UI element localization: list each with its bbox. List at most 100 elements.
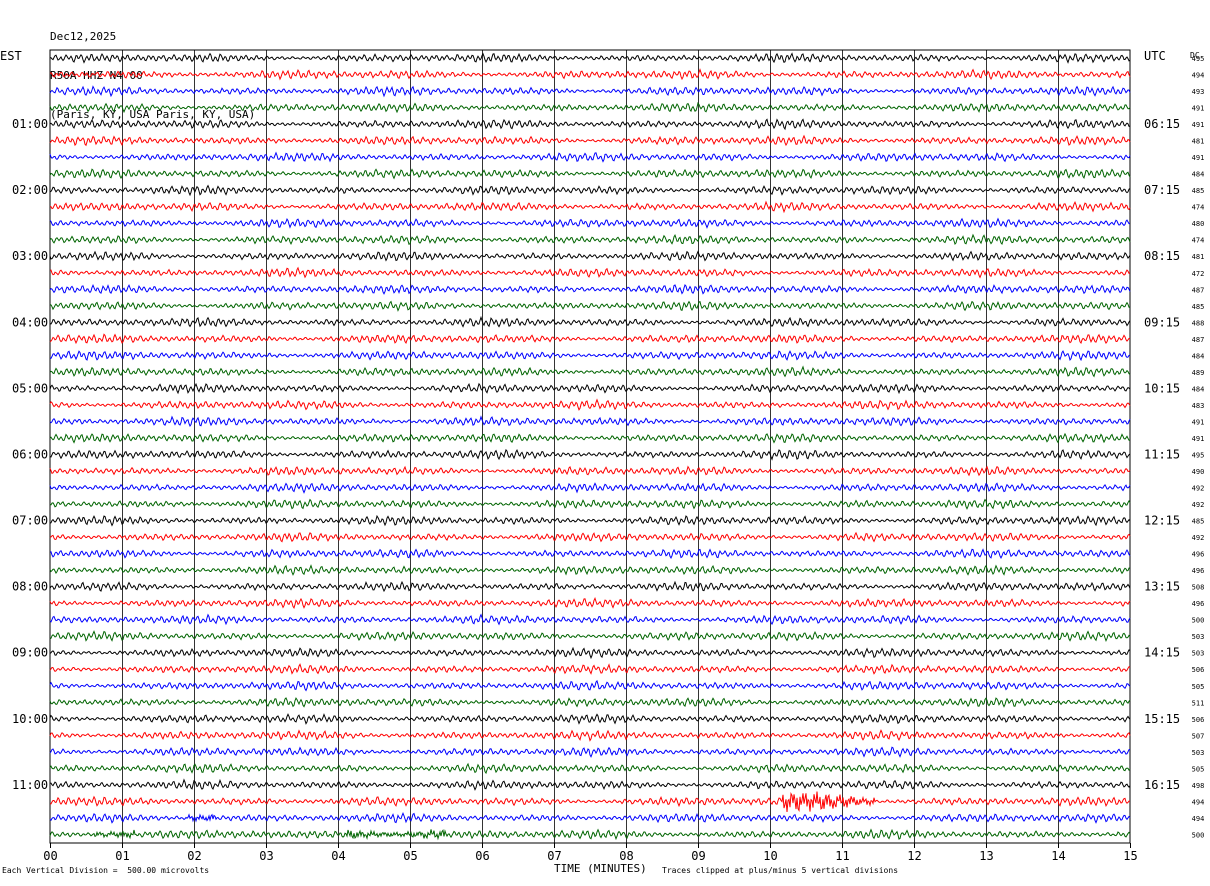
trace-line bbox=[49, 597, 1131, 609]
trace-line bbox=[49, 729, 1131, 742]
trace-line bbox=[49, 398, 1131, 411]
dc-offset-label: 485 bbox=[1192, 303, 1205, 311]
trace-line bbox=[49, 333, 1131, 345]
trace-line bbox=[49, 465, 1131, 477]
dc-offset-label: 495 bbox=[1192, 55, 1205, 63]
trace-line bbox=[49, 300, 1131, 312]
dc-header-label: DC bbox=[1190, 51, 1200, 60]
trace-line bbox=[49, 184, 1131, 197]
trace-line bbox=[50, 52, 1131, 64]
dc-offset-label: 481 bbox=[1192, 138, 1205, 146]
trace-line bbox=[49, 217, 1131, 229]
dc-offset-label: 500 bbox=[1192, 617, 1205, 625]
dc-offset-label: 491 bbox=[1192, 435, 1205, 443]
hour-label-est: 06:00 bbox=[12, 447, 48, 461]
axis-labels: 00 01 02 03 04 05 06 07 08 09 10 11 12 13 14 15 495 494 49… bbox=[0, 49, 1204, 863]
dc-offset-label: 503 bbox=[1192, 650, 1205, 658]
trace-line bbox=[49, 85, 1131, 98]
dc-offset-label: 511 bbox=[1192, 699, 1205, 707]
dc-offset-label: 474 bbox=[1192, 237, 1205, 245]
dc-offset-label: 484 bbox=[1192, 352, 1205, 360]
trace-line bbox=[49, 283, 1131, 295]
trace-line bbox=[49, 580, 1131, 593]
hour-label-utc: 09:15 bbox=[1144, 315, 1180, 329]
dc-offset-label: 498 bbox=[1192, 782, 1205, 790]
trace-line bbox=[49, 365, 1131, 378]
dc-offset-label: 489 bbox=[1192, 369, 1205, 377]
dc-offset-label: 503 bbox=[1192, 749, 1205, 757]
trace-line bbox=[49, 168, 1131, 180]
dc-offset-label: 481 bbox=[1192, 253, 1205, 261]
dc-offset-label: 507 bbox=[1192, 732, 1205, 740]
trace-line bbox=[49, 134, 1131, 147]
clip-note: Traces clipped at plus/minus 5 vertical … bbox=[662, 866, 899, 875]
dc-offset-label: 480 bbox=[1192, 220, 1205, 228]
dc-offset-label: 506 bbox=[1192, 716, 1205, 724]
x-tick-label: 08 bbox=[619, 849, 633, 863]
hour-label-est: 02:00 bbox=[12, 183, 48, 197]
dc-offset-label: 496 bbox=[1192, 567, 1205, 575]
x-tick-label: 07 bbox=[547, 849, 561, 863]
plot-frame bbox=[49, 49, 1131, 844]
trace-line bbox=[49, 514, 1131, 527]
hour-label-utc: 13:15 bbox=[1144, 580, 1180, 594]
seismic-traces bbox=[49, 52, 1131, 841]
trace-line bbox=[49, 812, 1131, 824]
dc-offset-label: 505 bbox=[1192, 765, 1205, 773]
dc-offset-label: 505 bbox=[1192, 683, 1205, 691]
hour-label-est: 05:00 bbox=[12, 381, 48, 395]
dc-offset-label: 500 bbox=[1192, 831, 1205, 839]
trace-line bbox=[49, 548, 1131, 560]
dc-offset-label: 492 bbox=[1192, 534, 1205, 542]
date-label: Dec12,2025 bbox=[50, 30, 117, 43]
dc-offset-label: 506 bbox=[1192, 666, 1205, 674]
dc-offset-label: 484 bbox=[1192, 385, 1205, 393]
trace-line bbox=[49, 250, 1131, 262]
x-tick-label: 14 bbox=[1051, 849, 1065, 863]
dc-offset-label: 491 bbox=[1192, 418, 1205, 426]
x-tick-label: 02 bbox=[187, 849, 201, 863]
hour-label-utc: 06:15 bbox=[1144, 117, 1180, 131]
dc-offset-label: 472 bbox=[1192, 270, 1205, 278]
hour-label-utc: 07:15 bbox=[1144, 183, 1180, 197]
trace-line bbox=[49, 791, 1131, 813]
dc-offset-label: 496 bbox=[1192, 600, 1205, 608]
trace-line bbox=[49, 630, 1131, 643]
dc-offset-label: 494 bbox=[1192, 798, 1205, 806]
trace-line bbox=[49, 382, 1131, 395]
trace-line bbox=[49, 315, 1131, 328]
hour-label-est: 07:00 bbox=[12, 514, 48, 528]
x-tick-label: 03 bbox=[259, 849, 273, 863]
grid-lines bbox=[49, 49, 1131, 848]
dc-offset-label: 488 bbox=[1192, 319, 1205, 327]
hour-label-est: 01:00 bbox=[12, 117, 48, 131]
hour-label-utc: 16:15 bbox=[1144, 778, 1180, 792]
trace-line bbox=[49, 531, 1131, 543]
x-tick-label: 13 bbox=[979, 849, 993, 863]
x-tick-label: 11 bbox=[835, 849, 849, 863]
hour-label-utc: 11:15 bbox=[1144, 447, 1180, 461]
hour-label-utc: 10:15 bbox=[1144, 381, 1180, 395]
trace-line bbox=[49, 713, 1131, 725]
dc-offset-label: 485 bbox=[1192, 187, 1205, 195]
trace-line bbox=[49, 118, 1131, 131]
trace-line bbox=[49, 697, 1131, 708]
trace-line bbox=[49, 415, 1131, 427]
trace-line bbox=[49, 448, 1131, 461]
hour-label-est: 08:00 bbox=[12, 580, 48, 594]
trace-line bbox=[49, 778, 1131, 791]
x-tick-label: 00 bbox=[43, 849, 57, 863]
trace-line bbox=[49, 200, 1131, 214]
trace-line bbox=[49, 233, 1131, 246]
x-tick-label: 10 bbox=[763, 849, 777, 863]
scale-note: Each Vertical Division = 500.00 microvol… bbox=[2, 866, 210, 875]
hour-label-utc: 12:15 bbox=[1144, 514, 1180, 528]
dc-offset-label: 492 bbox=[1192, 501, 1205, 509]
trace-line bbox=[49, 482, 1131, 494]
trace-line bbox=[49, 564, 1131, 576]
hour-label-est: 10:00 bbox=[12, 712, 48, 726]
hour-label-est: 03:00 bbox=[12, 249, 48, 263]
x-tick-label: 09 bbox=[691, 849, 705, 863]
trace-line bbox=[49, 663, 1131, 675]
hour-label-utc: 15:15 bbox=[1144, 712, 1180, 726]
